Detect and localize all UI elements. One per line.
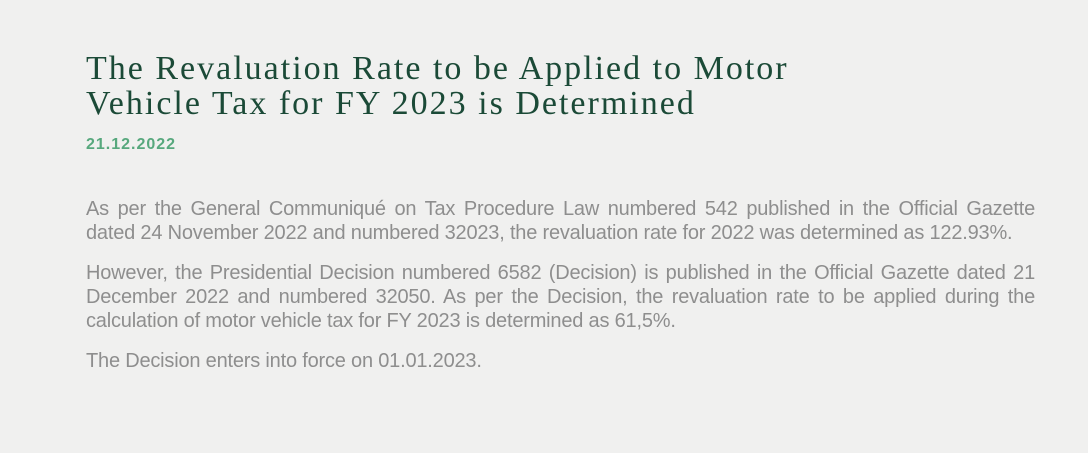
article-body: As per the General Communiqué on Tax Pro… [86,197,1035,373]
article-paragraph: However, the Presidential Decision numbe… [86,262,1035,332]
article-date: 21.12.2022 [86,136,177,153]
article-paragraph: The Decision enters into force on 01.01.… [86,350,482,372]
article-paragraph: As per the General Communiqué on Tax Pro… [86,198,1035,244]
article-title: The Revaluation Rate to be Applied to Mo… [86,50,789,122]
